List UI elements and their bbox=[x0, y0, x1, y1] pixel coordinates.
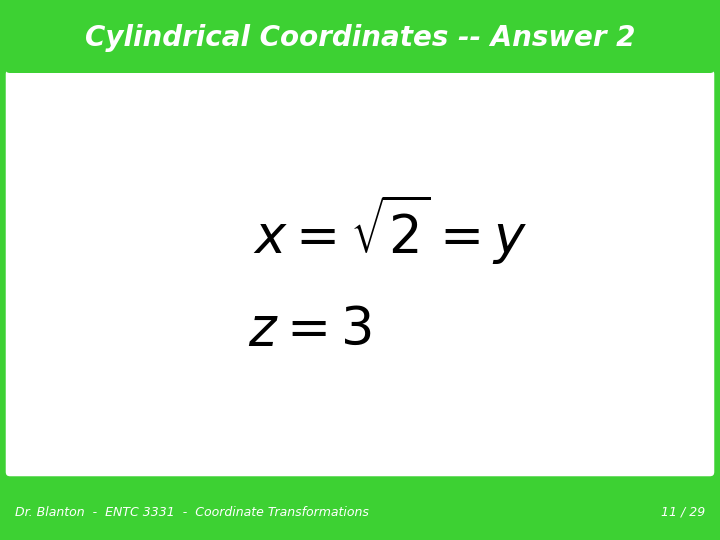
Text: Dr. Blanton  -  ENTC 3331  -  Coordinate Transformations: Dr. Blanton - ENTC 3331 - Coordinate Tra… bbox=[15, 505, 369, 518]
Text: 11 / 29: 11 / 29 bbox=[661, 505, 705, 518]
FancyBboxPatch shape bbox=[5, 5, 715, 73]
Text: Cylindrical Coordinates -- Answer 2: Cylindrical Coordinates -- Answer 2 bbox=[85, 24, 635, 52]
FancyBboxPatch shape bbox=[0, 478, 720, 540]
Text: $\mathit{z} = 3$: $\mathit{z} = 3$ bbox=[248, 304, 372, 356]
FancyBboxPatch shape bbox=[4, 68, 716, 478]
Text: $\mathit{x} = \sqrt{2} = \mathit{y}$: $\mathit{x} = \sqrt{2} = \mathit{y}$ bbox=[253, 193, 527, 267]
